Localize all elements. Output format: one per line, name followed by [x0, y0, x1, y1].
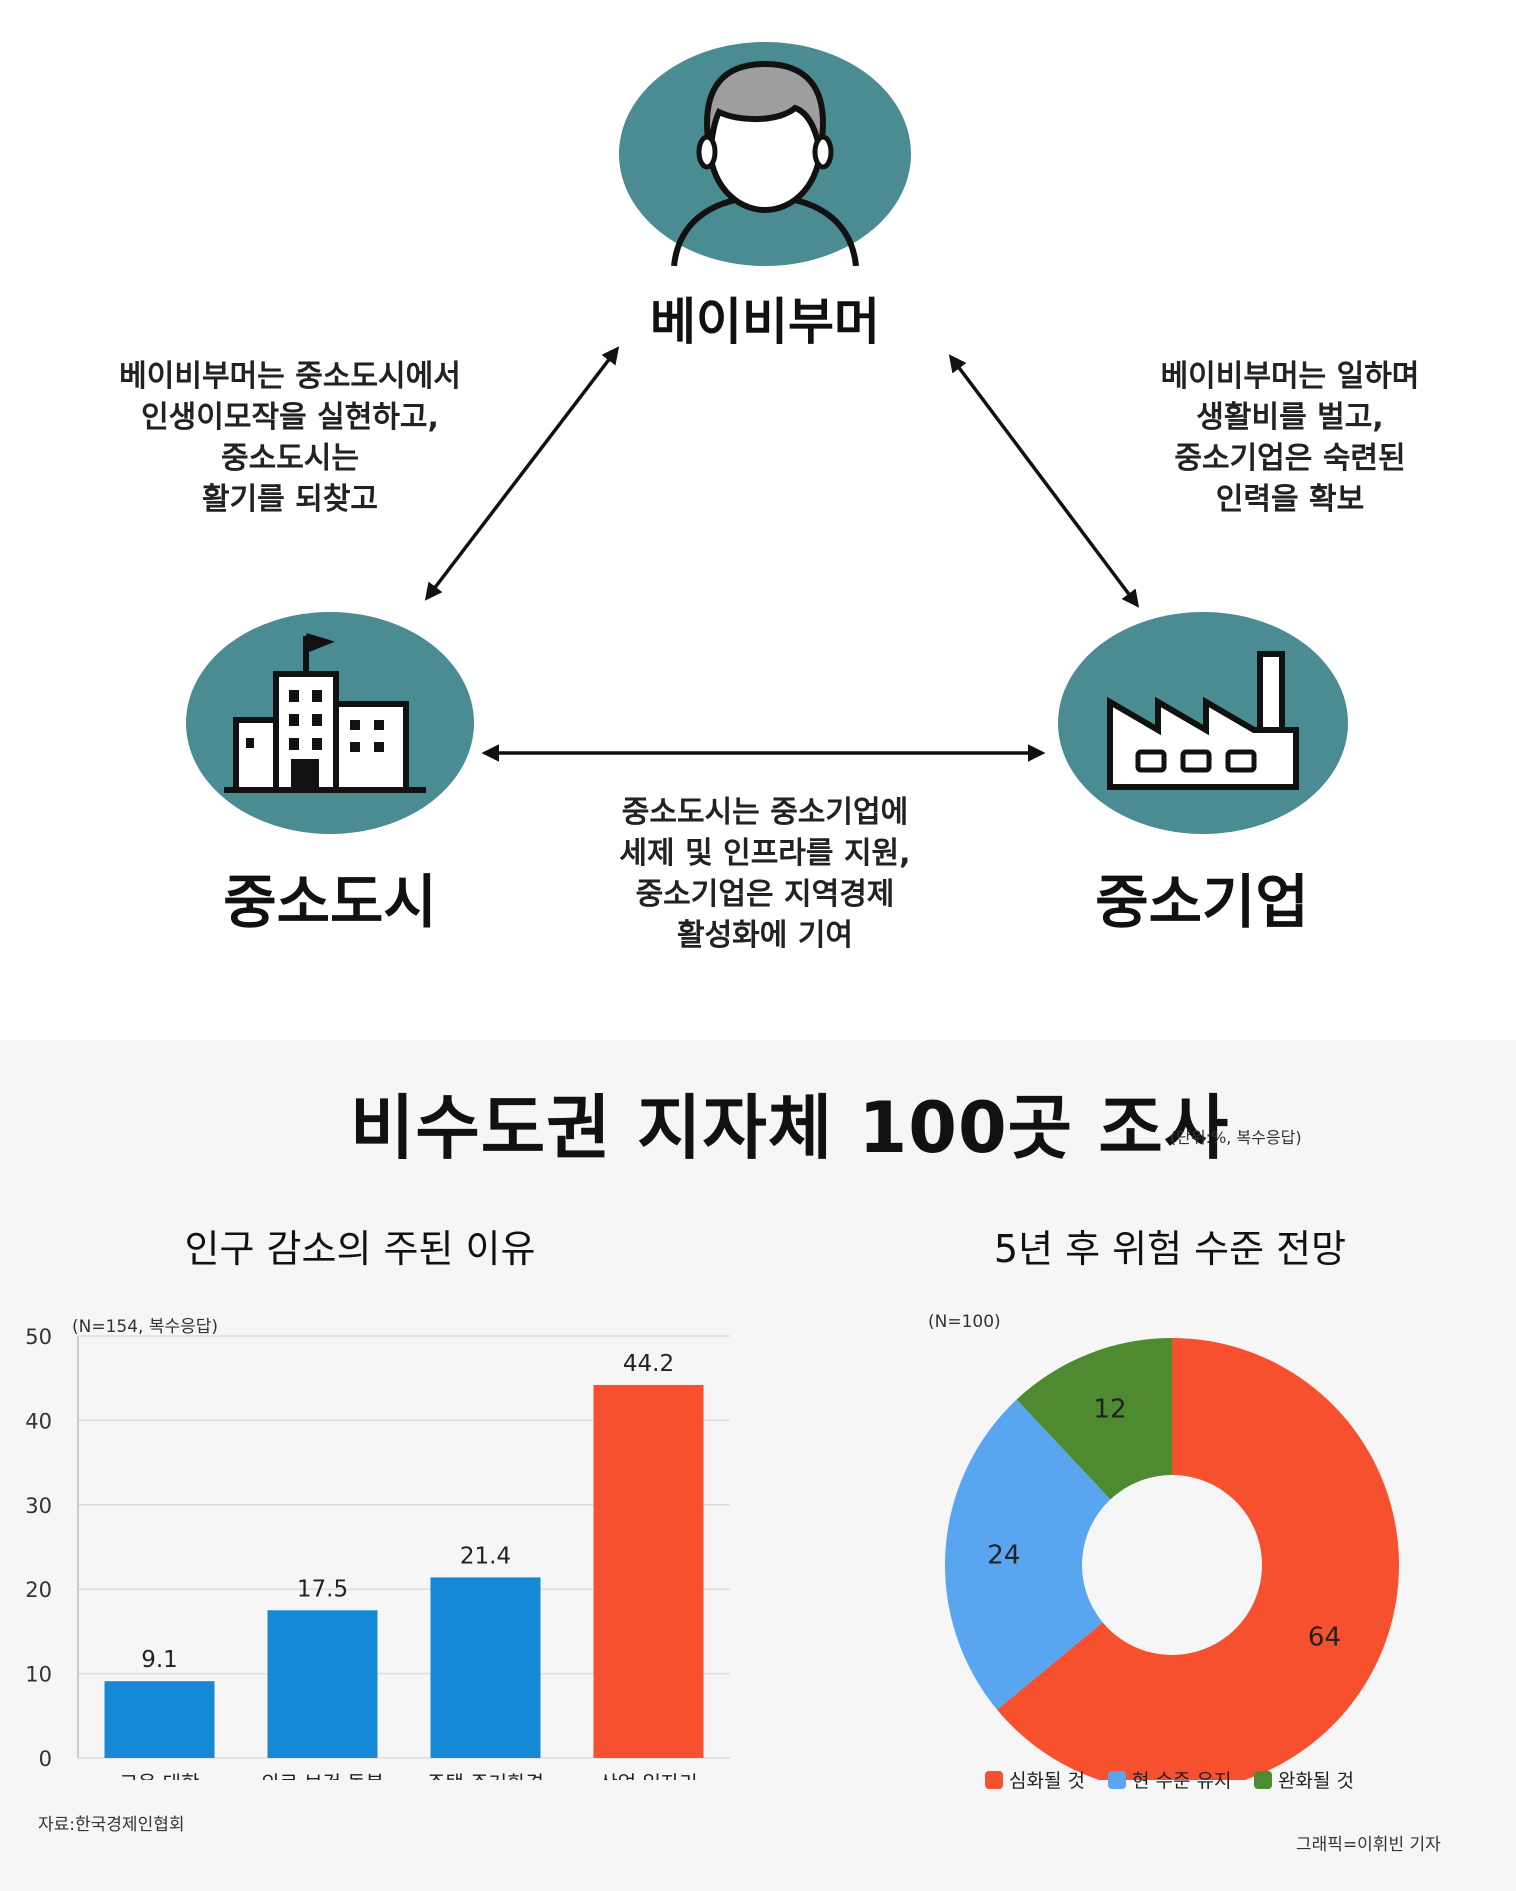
relation-text-babyboomer-small-business: 베이비부머는 일하며 생활비를 벌고, 중소기업은 숙련된 인력을 확보 [1080, 356, 1500, 520]
relation-line: 베이비부머는 중소도시에서 [119, 359, 461, 394]
legend-item: 완화될 것 [1254, 1766, 1354, 1793]
bar [593, 1384, 704, 1758]
bar-chart: 0 10 20 30 40 50 9.1 교육·대학 17.5 의료·보건·돌봄 21.4 주택·주거… [25, 1325, 730, 1780]
node-label-small-city: 중소도시 [223, 868, 437, 936]
legend-swatch [1254, 1770, 1272, 1789]
bar-value-label: 44.2 [623, 1351, 674, 1377]
donut-chart: 64 24 12 [945, 1338, 1399, 1780]
y-tick-label: 10 [25, 1663, 52, 1687]
slice-value-label: 64 [1308, 1623, 1341, 1653]
bar [104, 1681, 215, 1758]
donut-slice [997, 1338, 1399, 1780]
x-tick-label: 의료·보건·돌봄 [261, 1771, 384, 1780]
relation-line: 인력을 확보 [1215, 482, 1365, 517]
donut-chart-title: 5년 후 위험 수준 전망 [993, 1227, 1347, 1271]
legend-swatch [1108, 1770, 1126, 1789]
legend-item: 현 수준 유지 [1108, 1766, 1231, 1793]
bar-chart-title: 인구 감소의 주된 이유 [184, 1227, 536, 1271]
x-tick-label: 산업·일자리 [599, 1771, 697, 1780]
factory-icon [1107, 651, 1299, 790]
relation-line: 베이비부머는 일하며 [1160, 359, 1420, 394]
relation-text-small-city-small-business: 중소도시는 중소기업에 세제 및 인프라를 지원, 중소기업은 지역경제 활성화… [545, 792, 985, 956]
legend-label: 완화될 것 [1278, 1770, 1354, 1792]
y-tick-label: 0 [39, 1747, 52, 1771]
source-note: 자료:한국경제인협회 [38, 1815, 185, 1835]
legend-label: 심화될 것 [1009, 1770, 1085, 1792]
bar-value-label: 9.1 [141, 1647, 178, 1673]
relation-line: 인생이모작을 실현하고, [141, 400, 439, 435]
city-buildings-icon [224, 633, 426, 793]
node-label-small-business: 중소기업 [1095, 868, 1309, 936]
relation-line: 활성화에 기여 [676, 918, 854, 953]
relation-line: 중소기업은 숙련된 [1174, 441, 1406, 476]
graphic-credit: 그래픽=이휘빈 기자 [1296, 1835, 1441, 1855]
relation-text-babyboomer-small-city: 베이비부머는 중소도시에서 인생이모작을 실현하고, 중소도시는 활기를 되찾고 [70, 356, 510, 520]
y-tick-label: 50 [25, 1325, 52, 1349]
relation-line: 중소도시는 [221, 441, 359, 476]
arrow-babyboomer-small-city [424, 346, 620, 601]
person-icon [671, 60, 859, 266]
diagram-arrows [424, 346, 1140, 762]
slice-value-label: 12 [1093, 1394, 1126, 1424]
donut-slice [1016, 1338, 1172, 1500]
y-tick-label: 40 [25, 1409, 52, 1433]
survey-infographic: 비수도권 지자체 100곳 조사 (단위:%, 복수응답) 인구 감소의 주된 … [0, 1040, 1516, 1891]
bar-value-label: 17.5 [297, 1576, 348, 1602]
bar [267, 1610, 378, 1758]
bar [430, 1577, 541, 1758]
y-tick-label: 20 [25, 1578, 52, 1602]
donut-chart-note: (N=100) [928, 1312, 1001, 1332]
relation-line: 세제 및 인프라를 지원, [619, 836, 911, 871]
node-label-babyboomer: 베이비부머 [650, 293, 880, 351]
relation-line: 생활비를 벌고, [1196, 400, 1384, 435]
relation-line: 활기를 되찾고 [201, 482, 379, 517]
x-tick-label: 주택·주거환경 [427, 1771, 544, 1780]
slice-value-label: 24 [987, 1540, 1020, 1570]
relation-line: 중소기업은 지역경제 [635, 877, 895, 912]
survey-title: 비수도권 지자체 100곳 조사 [350, 1087, 1230, 1169]
legend-swatch [985, 1770, 1003, 1789]
arrow-babyboomer-small-business [948, 354, 1140, 608]
bar-value-label: 21.4 [460, 1543, 511, 1569]
x-tick-label: 교육·대학 [120, 1771, 200, 1780]
donut-slice [945, 1399, 1111, 1710]
legend-item: 심화될 것 [985, 1766, 1085, 1793]
survey-unit-note: (단위:%, 복수응답) [1170, 1128, 1302, 1147]
y-tick-label: 30 [25, 1494, 52, 1518]
relation-line: 중소도시는 중소기업에 [621, 795, 909, 830]
legend-label: 현 수준 유지 [1132, 1770, 1232, 1792]
bar-chart-note: (N=154, 복수응답) [72, 1317, 219, 1337]
relationship-diagram: 베이비부머 중소도시 [70, 42, 1500, 956]
